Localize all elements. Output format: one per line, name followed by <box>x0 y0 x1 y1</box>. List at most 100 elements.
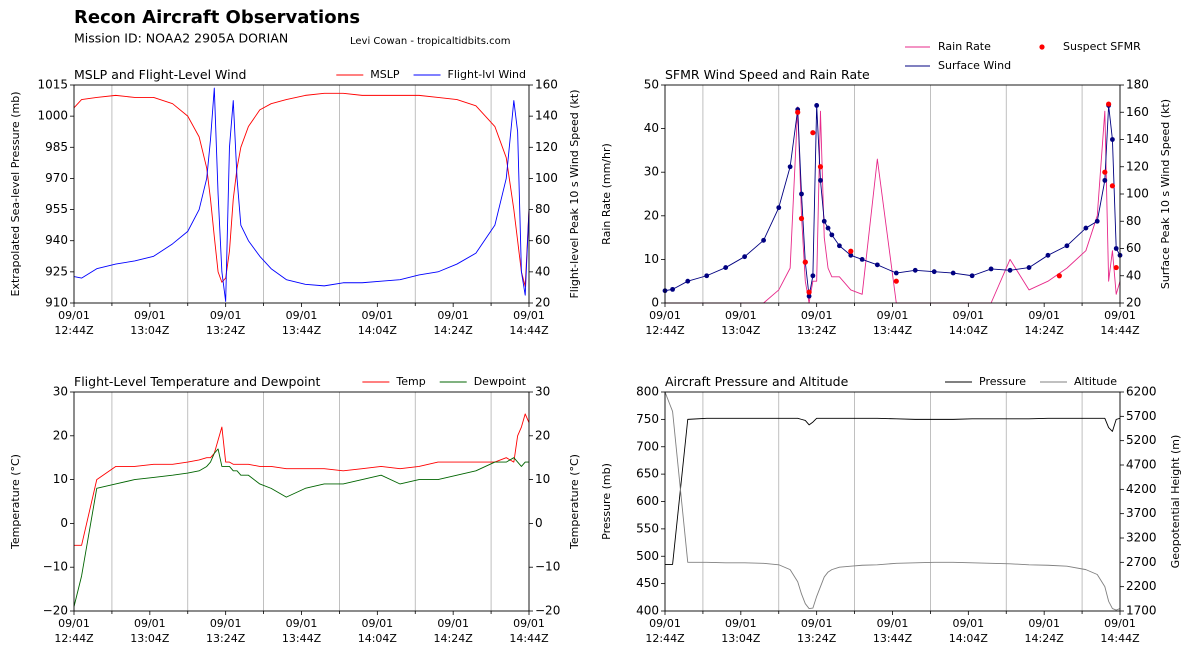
x-tick-label: 12:44Z <box>54 632 94 645</box>
y2-tick-label: 2200 <box>1126 579 1157 593</box>
x-tick-label: 12:44Z <box>645 632 685 645</box>
plot-frame <box>664 391 1121 612</box>
y2-axis-label: Geopotential Height (m) <box>1169 435 1182 569</box>
x-tick-label: 09/01 <box>513 309 545 322</box>
x-tick-label: 13:04Z <box>721 632 761 645</box>
y-tick-label: 750 <box>636 412 659 426</box>
series-marker <box>685 278 691 284</box>
series-line <box>665 106 1121 304</box>
x-tick-label: 09/01 <box>58 309 90 322</box>
x-tick-label: 12:44Z <box>54 324 94 337</box>
x-tick-label: 09/01 <box>286 309 318 322</box>
series-marker <box>818 177 823 183</box>
y2-tick-label: 100 <box>535 171 558 185</box>
series-line <box>664 104 1121 297</box>
x-tick-label: 09/01 <box>134 309 166 322</box>
series-marker <box>859 257 865 262</box>
y2-tick-label: 1700 <box>1126 604 1157 618</box>
x-tick-label: 09/01 <box>649 617 681 630</box>
y-tick-label: −10 <box>43 560 68 574</box>
y2-tick-label: 20 <box>535 428 550 442</box>
series-marker <box>810 273 816 279</box>
scatter-point <box>817 164 824 170</box>
y-axis-label: Temperature (°C) <box>9 454 22 550</box>
x-tick-label: 14:24Z <box>434 632 474 645</box>
series-marker <box>1026 265 1032 270</box>
x-tick-label: 09/01 <box>1028 309 1060 322</box>
panel-title: Flight-Level Temperature and Dewpoint <box>74 374 321 389</box>
series-line <box>74 413 530 546</box>
x-tick-label: 09/01 <box>649 309 681 322</box>
scatter-point <box>802 259 808 265</box>
series-line <box>73 87 530 302</box>
series-marker <box>931 269 937 275</box>
y-axis-label: Extrapolated Sea-level Pressure (mb) <box>9 92 22 297</box>
y2-axis-label: Surface Peak 10 s Wind Speed (kt) <box>1159 99 1172 289</box>
y2-tick-label: 2700 <box>1126 555 1157 569</box>
x-tick-label: 09/01 <box>877 617 909 630</box>
y-tick-label: 10 <box>644 252 659 266</box>
y-tick-label: 20 <box>644 208 659 222</box>
series-marker <box>742 254 748 260</box>
x-tick-label: 09/01 <box>361 309 393 322</box>
y-tick-label: 550 <box>636 521 659 535</box>
series-marker <box>1102 177 1108 183</box>
x-tick-label: 13:44Z <box>282 324 322 337</box>
plot-frame <box>73 84 530 304</box>
x-tick-label: 14:04Z <box>949 632 989 645</box>
y-axis-label: Pressure (mb) <box>600 463 613 540</box>
panel-title: MSLP and Flight-Level Wind <box>74 67 246 82</box>
credit: Levi Cowan - tropicaltidbits.com <box>350 36 510 47</box>
x-tick-label: 09/01 <box>286 617 318 630</box>
x-tick-label: 12:44Z <box>645 324 685 337</box>
scatter-point <box>1102 169 1108 175</box>
legend-swatch <box>1039 44 1045 50</box>
x-tick-label: 13:24Z <box>206 324 246 337</box>
scatter-point <box>848 248 854 254</box>
x-tick-label: 09/01 <box>361 617 393 630</box>
y-tick-label: 700 <box>636 439 659 453</box>
plot-frame <box>664 84 1121 304</box>
scatter-point <box>1113 264 1119 271</box>
series-marker <box>837 243 842 249</box>
plot-frame <box>73 391 530 612</box>
y2-tick-label: 80 <box>535 202 550 216</box>
y-tick-label: 20 <box>53 428 68 442</box>
y2-tick-label: 4700 <box>1126 458 1157 472</box>
scatter-point <box>806 289 812 295</box>
x-tick-label: 13:44Z <box>873 632 913 645</box>
x-tick-label: 14:04Z <box>358 632 398 645</box>
y2-tick-label: 40 <box>535 264 550 278</box>
y-tick-label: 0 <box>60 516 68 530</box>
y2-tick-label: 5700 <box>1126 409 1157 423</box>
y-tick-label: 1015 <box>37 78 68 92</box>
series-marker <box>1094 218 1100 224</box>
y2-tick-label: 180 <box>1126 78 1149 92</box>
x-tick-label: 09/01 <box>134 617 166 630</box>
x-tick-label: 13:24Z <box>797 632 837 645</box>
scatter-point <box>1056 273 1062 279</box>
figure-title: Recon Aircraft Observations <box>74 7 360 28</box>
y-tick-label: −20 <box>43 604 68 618</box>
y2-axis-label: Temperature (°C) <box>568 454 581 550</box>
scatter-point <box>1109 183 1116 189</box>
series-line <box>73 92 530 287</box>
y-tick-label: 600 <box>636 494 659 508</box>
x-tick-label: 09/01 <box>725 617 757 630</box>
y2-tick-label: 10 <box>535 472 550 486</box>
y2-tick-label: 80 <box>1126 214 1141 228</box>
x-tick-label: 14:04Z <box>358 324 398 337</box>
y-tick-label: 940 <box>45 233 68 247</box>
x-tick-label: 09/01 <box>952 309 984 322</box>
x-tick-label: 14:44Z <box>509 632 549 645</box>
x-tick-label: 13:44Z <box>282 632 322 645</box>
y2-tick-label: 40 <box>1126 268 1141 282</box>
legend-label: Altitude <box>1074 375 1117 388</box>
y2-tick-label: −10 <box>535 560 560 574</box>
y2-axis-label: Flight-level Peak 10 s Wind Speed (kt) <box>568 89 581 298</box>
series-marker <box>704 273 710 279</box>
x-tick-label: 14:24Z <box>1025 632 1065 645</box>
x-tick-label: 13:04Z <box>130 632 170 645</box>
legend-label: Dewpoint <box>474 375 527 388</box>
